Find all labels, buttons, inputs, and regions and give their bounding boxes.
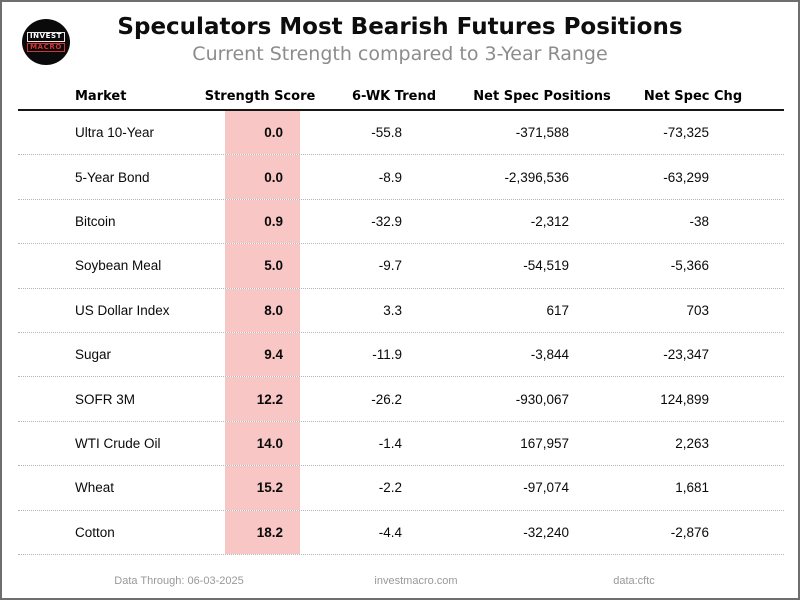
market-cell: Cotton bbox=[75, 524, 115, 540]
table-body: Ultra 10-Year 0.0 -55.8 -371,588 -73,325 5-Ye… bbox=[18, 111, 784, 555]
strength-score-cell: 18.2 bbox=[225, 510, 300, 554]
market-cell: 5-Year Bond bbox=[75, 169, 150, 185]
net-positions-cell: -371,588 bbox=[515, 125, 569, 141]
trend-cell: -26.2 bbox=[371, 391, 402, 407]
investmacro-logo: INVEST MACRO bbox=[22, 19, 70, 65]
market-cell: Ultra 10-Year bbox=[75, 125, 155, 141]
market-cell: SOFR 3M bbox=[75, 391, 136, 407]
footer-data-through: Data Through: 06-03-2025 bbox=[114, 575, 244, 587]
net-positions-cell: -930,067 bbox=[515, 391, 569, 407]
net-positions-cell: 167,957 bbox=[520, 435, 569, 451]
table-row: Cotton 18.2 -4.4 -32,240 -2,876 bbox=[18, 510, 784, 555]
column-header-net-spec-chg: Net Spec Chg bbox=[643, 89, 743, 104]
table-row: Ultra 10-Year 0.0 -55.8 -371,588 -73,325 bbox=[18, 111, 784, 156]
logo-text-invest: INVEST bbox=[26, 31, 66, 42]
trend-cell: 3.3 bbox=[383, 302, 402, 318]
strength-score-cell: 0.0 bbox=[225, 111, 300, 155]
market-cell: Wheat bbox=[75, 480, 115, 496]
strength-score-cell: 14.0 bbox=[225, 421, 300, 466]
table-row: Sugar 9.4 -11.9 -3,844 -23,347 bbox=[18, 332, 784, 378]
net-change-cell: 703 bbox=[686, 302, 709, 318]
net-positions-cell: -32,240 bbox=[523, 524, 569, 540]
net-change-cell: 1,681 bbox=[675, 480, 709, 496]
net-positions-cell: -97,074 bbox=[523, 480, 569, 496]
column-header-strength-score: Strength Score bbox=[204, 89, 316, 104]
net-positions-cell: -3,844 bbox=[530, 347, 569, 363]
page-subtitle: Current Strength compared to 3-Year Rang… bbox=[192, 43, 608, 65]
table-header: Market Strength Score 6-WK Trend Net Spe… bbox=[18, 82, 784, 111]
footer-website: investmacro.com bbox=[374, 575, 458, 587]
net-positions-cell: -2,396,536 bbox=[504, 169, 569, 185]
column-header-market: Market bbox=[75, 89, 127, 104]
trend-cell: -32.9 bbox=[371, 213, 402, 229]
table-row: 5-Year Bond 0.0 -8.9 -2,396,536 -63,299 bbox=[18, 155, 784, 200]
net-change-cell: -63,299 bbox=[663, 169, 709, 185]
table-row: Wheat 15.2 -2.2 -97,074 1,681 bbox=[18, 466, 784, 511]
trend-cell: -9.7 bbox=[378, 258, 402, 274]
net-change-cell: -2,876 bbox=[670, 524, 709, 540]
column-header-net-spec-positions: Net Spec Positions bbox=[473, 89, 611, 104]
net-positions-cell: -54,519 bbox=[523, 258, 569, 274]
strength-score-cell: 0.0 bbox=[225, 155, 300, 199]
table-row: SOFR 3M 12.2 -26.2 -930,067 124,899 bbox=[18, 377, 784, 422]
table-row: Soybean Meal 5.0 -9.7 -54,519 -5,366 bbox=[18, 244, 784, 289]
net-change-cell: 124,899 bbox=[660, 391, 709, 407]
trend-cell: -8.9 bbox=[378, 169, 402, 185]
net-positions-cell: 617 bbox=[546, 302, 569, 318]
net-change-cell: -23,347 bbox=[663, 347, 709, 363]
market-cell: WTI Crude Oil bbox=[75, 435, 161, 451]
net-change-cell: -73,325 bbox=[663, 125, 709, 141]
footer-data-source: data:cftc bbox=[613, 575, 655, 587]
page-title: Speculators Most Bearish Futures Positio… bbox=[117, 14, 683, 40]
column-header-6wk-trend: 6-WK Trend bbox=[351, 89, 437, 104]
table-row: WTI Crude Oil 14.0 -1.4 167,957 2,263 bbox=[18, 421, 784, 467]
trend-cell: -11.9 bbox=[372, 347, 402, 363]
net-positions-cell: -2,312 bbox=[530, 213, 569, 229]
strength-score-cell: 0.9 bbox=[225, 199, 300, 244]
trend-cell: -55.8 bbox=[371, 125, 402, 141]
market-cell: US Dollar Index bbox=[75, 302, 170, 318]
market-cell: Bitcoin bbox=[75, 213, 116, 229]
trend-cell: -2.2 bbox=[378, 480, 402, 496]
strength-score-cell: 8.0 bbox=[225, 288, 300, 332]
market-cell: Soybean Meal bbox=[75, 258, 162, 274]
net-change-cell: -38 bbox=[689, 213, 709, 229]
table-row: US Dollar Index 8.0 3.3 617 703 bbox=[18, 288, 784, 333]
net-change-cell: -5,366 bbox=[670, 258, 709, 274]
net-change-cell: 2,263 bbox=[675, 435, 709, 451]
strength-score-cell: 5.0 bbox=[225, 244, 300, 288]
trend-cell: -4.4 bbox=[378, 524, 402, 540]
market-cell: Sugar bbox=[75, 347, 112, 363]
strength-score-cell: 12.2 bbox=[225, 377, 300, 421]
table-row: Bitcoin 0.9 -32.9 -2,312 -38 bbox=[18, 199, 784, 245]
strength-score-cell: 9.4 bbox=[225, 332, 300, 377]
strength-score-cell: 15.2 bbox=[225, 466, 300, 510]
trend-cell: -1.4 bbox=[378, 435, 402, 451]
logo-text-macro: MACRO bbox=[27, 42, 65, 53]
